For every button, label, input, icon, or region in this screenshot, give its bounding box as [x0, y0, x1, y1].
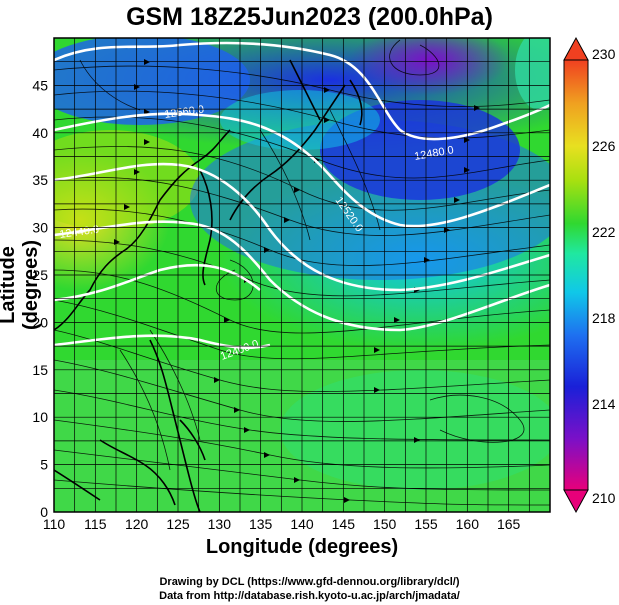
x-tick-label: 115	[84, 516, 107, 532]
colorbar-tick-label: 218	[592, 310, 616, 326]
colorbar-bottom-arrow	[563, 489, 589, 514]
colorbar: 230 226 222 218 214 210	[563, 36, 616, 514]
y-tick-label: 45	[32, 77, 48, 93]
chart-title: GSM 18Z25Jun2023 (200.0hPa)	[126, 3, 493, 31]
x-tick-label: 135	[249, 516, 273, 532]
y-tick-label: 15	[32, 362, 48, 378]
y-tick-label: 10	[32, 409, 48, 425]
y-tick-label: 5	[40, 457, 48, 473]
x-tick-label: 110	[43, 516, 66, 532]
credit-drawing: Drawing by DCL (https://www.gfd-dennou.o…	[159, 576, 460, 588]
x-tick-label: 120	[125, 516, 149, 532]
y-tick-label: 40	[32, 125, 48, 141]
colorbar-ticks: 230 226 222 218 214 210	[592, 46, 616, 506]
y-axis-label: Latitude (degrees)	[0, 239, 42, 331]
colorbar-tick-label: 222	[592, 224, 616, 240]
colorbar-tick-label: 230	[592, 46, 616, 62]
plot-frame	[53, 37, 551, 513]
x-tick-label: 145	[332, 516, 356, 532]
credit-data: Data from http://database.rish.kyoto-u.a…	[159, 590, 460, 602]
x-tick-label: 140	[290, 516, 314, 532]
x-tick-label: 155	[414, 516, 438, 532]
colorbar-top-arrow	[563, 36, 589, 61]
y-tick-label: 30	[32, 220, 48, 236]
colorbar-tick-label: 210	[592, 490, 616, 506]
y-tick-label: 35	[32, 172, 48, 188]
x-tick-label: 165	[497, 516, 521, 532]
colorbar-tick-label: 214	[592, 396, 616, 412]
x-tick-label: 160	[456, 516, 480, 532]
x-axis-ticks: 110 115 120 125 130 135 140 145 150 155 160 165	[43, 516, 521, 532]
contours	[54, 41, 550, 350]
x-tick-label: 150	[373, 516, 397, 532]
y-axis-ticks: 0 5 10 15 20 25 30 35 40 45	[32, 77, 48, 520]
x-tick-label: 130	[208, 516, 232, 532]
y-tick-label: 0	[40, 504, 48, 520]
y-tick-label: 20	[32, 314, 48, 330]
y-tick-label: 25	[32, 267, 48, 283]
map-grid	[53, 37, 551, 513]
x-axis-label: Longitude (degrees)	[205, 536, 399, 558]
x-tick-label: 125	[166, 516, 190, 532]
contour-label: 12560.0	[164, 104, 205, 121]
colorbar-gradient	[563, 59, 589, 491]
colorbar-tick-label: 226	[592, 138, 616, 154]
